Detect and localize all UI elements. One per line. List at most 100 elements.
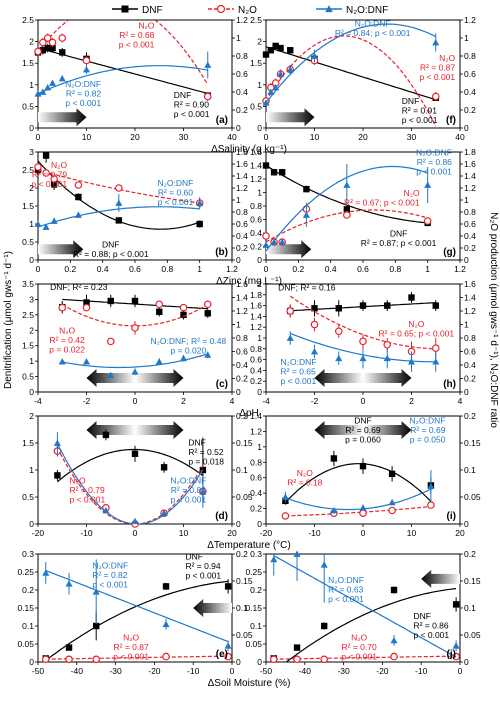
annotation-line: p = 0.022 bbox=[49, 344, 85, 354]
marker-dnf bbox=[388, 470, 396, 478]
marker-n2o bbox=[359, 509, 367, 518]
y2-tick-label: 0.15 bbox=[464, 576, 481, 586]
y-tick-label: 1.4 bbox=[250, 161, 262, 171]
marker-ratio bbox=[42, 569, 50, 576]
x-tick-label: 0.2 bbox=[292, 264, 304, 274]
x-tick-label: 40 bbox=[227, 132, 237, 142]
y2-tick-label: 0.6 bbox=[236, 219, 248, 229]
marker-n2o bbox=[74, 181, 83, 189]
y-tick-label: 0 bbox=[257, 387, 262, 397]
y2-tick-label: 0.6 bbox=[464, 347, 476, 357]
x-tick-label: 10 bbox=[179, 528, 189, 538]
y-tick-label: 0.8 bbox=[250, 457, 262, 467]
annotation: N₂O R² = 0.87 p < 0.001 bbox=[113, 632, 149, 661]
y2-tick-label: 1.2 bbox=[464, 183, 476, 193]
annotation-line: N₂O bbox=[439, 53, 455, 63]
marker-ratio bbox=[310, 347, 319, 355]
fit-line bbox=[45, 655, 229, 660]
y-tick-label: 0 bbox=[257, 657, 262, 667]
marker-ratio bbox=[155, 358, 163, 365]
annotation-line: R² = 0.70 bbox=[342, 642, 377, 652]
y2-tick-label: 0.2 bbox=[236, 105, 248, 115]
marker-ratio bbox=[427, 482, 435, 490]
marker-n2o bbox=[359, 337, 367, 346]
annotation-line: N₂O bbox=[70, 476, 86, 486]
marker-ratio bbox=[82, 358, 91, 365]
annotation-line: R² = 0.88; p < 0.001 bbox=[73, 249, 149, 259]
marker-dnf bbox=[75, 193, 82, 201]
marker-ratio bbox=[390, 636, 398, 644]
y2-tick-label: 1 bbox=[236, 33, 241, 43]
y-tick-label: 0.4 bbox=[250, 228, 262, 238]
marker-ratio bbox=[196, 199, 204, 206]
y-tick-label: 0.6 bbox=[250, 355, 262, 365]
panel-b: 0 0.2 0.4 0.6 0.8 1 1.200.511.522.5300.20.40.6… bbox=[22, 147, 282, 287]
marker-ratio bbox=[262, 99, 270, 106]
y2-tick-label: 1.2 bbox=[236, 15, 248, 25]
x-tick-label: 0 bbox=[36, 132, 41, 142]
marker-n2o bbox=[155, 300, 164, 309]
annotation-line: R² = 0.65 bbox=[281, 367, 316, 377]
y-tick-label: 0 bbox=[29, 657, 34, 667]
annotation: DNF; R² = 0.23 bbox=[50, 282, 108, 292]
legend-entry: N₂O:DNF bbox=[316, 5, 388, 16]
marker-dnf bbox=[180, 311, 187, 319]
x-tick-label: -10 bbox=[308, 528, 321, 538]
marker-dnf bbox=[162, 583, 170, 590]
marker-dnf bbox=[131, 297, 139, 305]
marker-ratio bbox=[44, 83, 52, 91]
marker-dnf bbox=[54, 472, 61, 479]
y2-tick-label: 0.4 bbox=[236, 87, 248, 97]
marker-dnf bbox=[390, 586, 398, 594]
y-tick-label: 1.8 bbox=[250, 290, 262, 300]
annotation-line: R² = 0.79 bbox=[32, 170, 67, 180]
marker-ratio bbox=[325, 5, 333, 13]
marker-n2o bbox=[115, 184, 123, 192]
marker-dnf bbox=[262, 162, 270, 169]
y2-tick-label: 1 bbox=[236, 320, 241, 330]
marker-dnf bbox=[121, 5, 129, 13]
x-tick-label: 40 bbox=[455, 132, 465, 142]
y-tick-label: 1.5 bbox=[22, 201, 34, 211]
marker-dnf bbox=[277, 44, 284, 52]
marker-n2o bbox=[65, 655, 73, 664]
marker-dnf bbox=[115, 217, 123, 224]
fit-line bbox=[56, 443, 204, 524]
marker-n2o bbox=[131, 324, 139, 332]
y2-tick-label: 0.8 bbox=[464, 51, 476, 61]
y-tick-label: 0.5 bbox=[22, 372, 34, 382]
marker-n2o bbox=[58, 34, 67, 42]
y-tick-label: 2 bbox=[29, 325, 34, 335]
y-tick-label: 0 bbox=[257, 255, 262, 265]
marker-ratio bbox=[407, 358, 416, 365]
y2-tick-label: 0.6 bbox=[464, 219, 476, 229]
x-tick-label: 0 bbox=[36, 264, 41, 274]
y2-tick-label: 0.05 bbox=[236, 630, 253, 640]
annotation-line: R² = 0.82 bbox=[66, 88, 101, 98]
y-tick-label: 1.6 bbox=[250, 147, 262, 157]
y-tick-label: 1.2 bbox=[250, 174, 262, 184]
marker-ratio bbox=[58, 358, 66, 365]
legend: DNF N₂O N₂O:DNF bbox=[112, 4, 388, 16]
x-tick-label: 0.8 bbox=[161, 264, 173, 274]
y-tick-label: 3 bbox=[29, 147, 34, 157]
annotation-line: R² = 0.67; p < 0.001 bbox=[344, 197, 420, 207]
annotation-line: p = 0.018 bbox=[188, 457, 224, 467]
marker-n2o bbox=[48, 38, 57, 47]
marker-ratio bbox=[293, 550, 301, 557]
x-tick-label: 0.8 bbox=[389, 264, 401, 274]
marker-dnf bbox=[160, 464, 168, 471]
x-axis-label: ΔpH bbox=[239, 408, 258, 419]
x-axis-label: ΔSalinity (g kg⁻¹) bbox=[211, 144, 287, 155]
panel-label: (d) bbox=[215, 511, 228, 522]
series-N₂O bbox=[286, 295, 440, 362]
annotation: N₂O:DNF R² = 0.89 p < 0.001 bbox=[170, 476, 206, 505]
y-tick-label: 0 bbox=[257, 123, 262, 133]
series-N₂O:DNF bbox=[286, 331, 440, 372]
x-tick-label: -4 bbox=[262, 396, 270, 406]
x-tick-label: -20 bbox=[260, 528, 273, 538]
annotation-line: N₂O:DNF bbox=[416, 147, 452, 157]
marker-ratio bbox=[320, 561, 328, 568]
x-tick-label: 4 bbox=[458, 396, 463, 406]
